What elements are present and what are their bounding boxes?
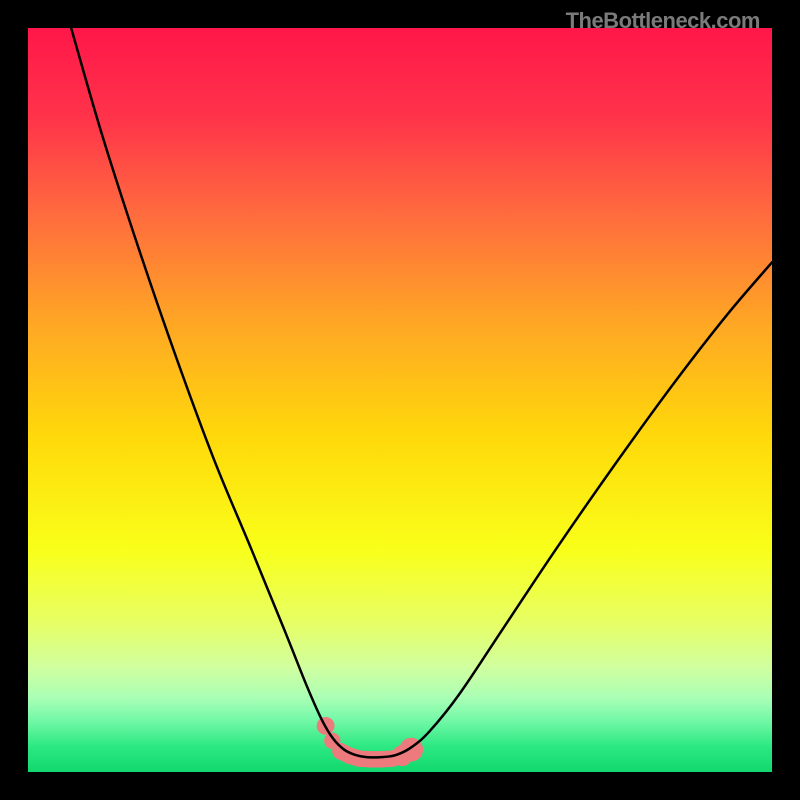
chart-svg [28,28,772,772]
chart-plot-area [28,28,772,772]
watermark-text: TheBottleneck.com [566,8,760,34]
